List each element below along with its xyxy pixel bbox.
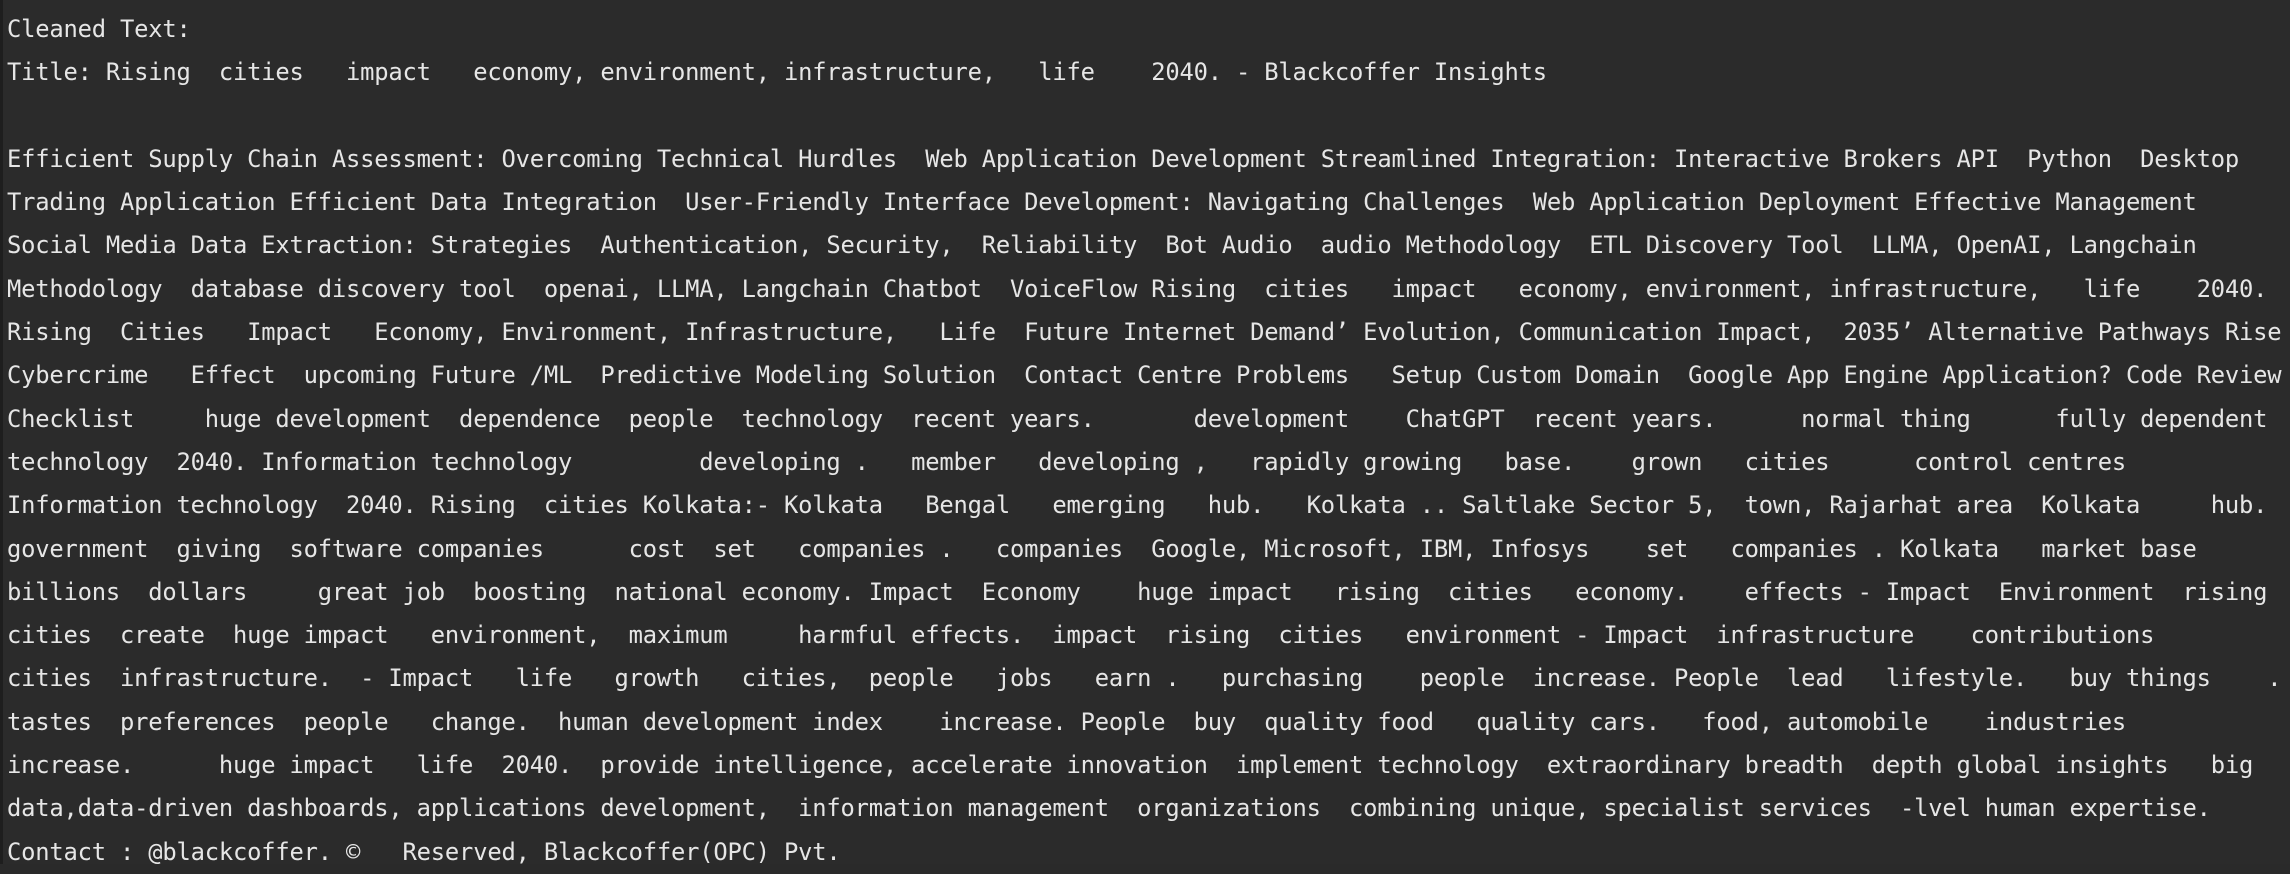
output-title-line: Title: Rising cities impact economy, env… <box>7 58 1547 87</box>
output-heading: Cleaned Text: <box>7 15 191 43</box>
text-line: Cybercrime Effect upcoming Future /ML Pr… <box>7 361 2282 390</box>
text-line: cities create huge impact environment, m… <box>7 621 2155 650</box>
text-line: tastes preferences people change. human … <box>7 707 2127 736</box>
text-line: cities infrastructure. - Impact life gro… <box>7 664 2282 693</box>
contact-line: Contact : @blackcoffer. © Reserved, Blac… <box>7 837 841 866</box>
text-line: increase. huge impact life 2040. provide… <box>7 751 2254 780</box>
text-line: Methodology database discovery tool open… <box>7 274 2268 303</box>
text-line: technology 2040. Information technology … <box>7 447 2127 476</box>
text-line: Efficient Supply Chain Assessment: Overc… <box>7 144 2240 173</box>
text-line: Checklist huge development dependence pe… <box>7 404 2268 433</box>
text-line: data,data-driven dashboards, application… <box>7 794 2211 823</box>
text-line: Trading Application Efficient Data Integ… <box>7 188 2197 217</box>
text-line: billions dollars great job boosting nati… <box>7 577 2268 606</box>
text-line: Social Media Data Extraction: Strategies… <box>7 231 2197 260</box>
text-line: government giving software companies cos… <box>7 534 2197 563</box>
blank-line <box>7 95 2290 138</box>
text-line: Information technology 2040. Rising citi… <box>7 491 2268 520</box>
text-line: Rising Cities Impact Economy, Environmen… <box>7 318 2282 347</box>
